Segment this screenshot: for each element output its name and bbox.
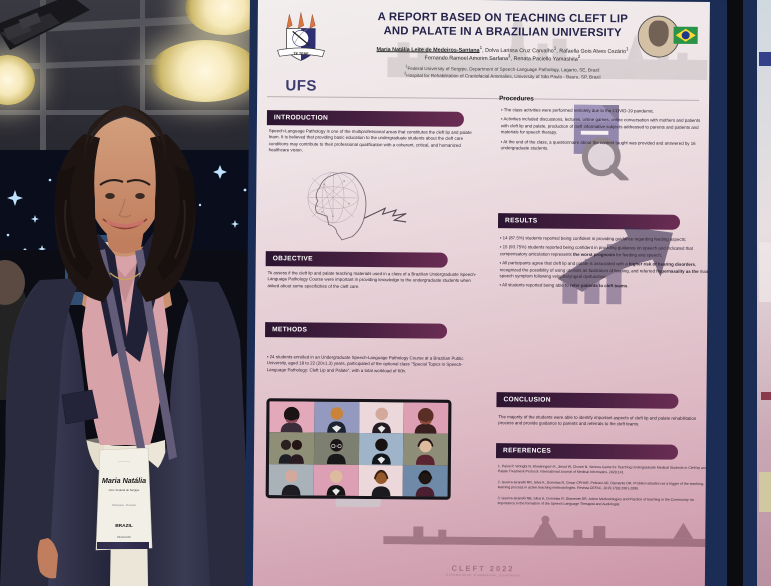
svg-text:Univ. Federal de Sergipe: Univ. Federal de Sergipe <box>109 488 140 492</box>
svg-text:BRAZIL: BRAZIL <box>115 523 133 529</box>
svg-text:Maria Natália: Maria Natália <box>102 476 146 485</box>
svg-text:Participante - Presenter: Participante - Presenter <box>112 504 136 507</box>
svg-text:~~~~~~~: ~~~~~~~ <box>118 459 131 463</box>
svg-text:DELEGATE: DELEGATE <box>117 535 131 539</box>
svg-text:TE TEBE: TE TEBE <box>293 52 309 56</box>
